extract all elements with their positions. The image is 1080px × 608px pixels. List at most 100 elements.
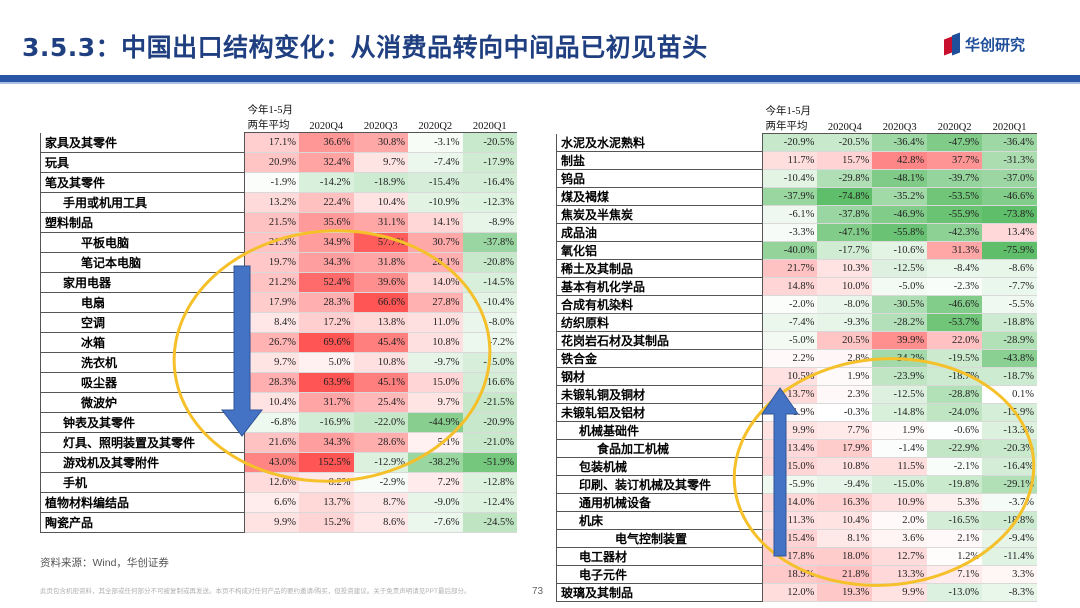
value-cell: 14.1%	[408, 212, 463, 233]
value-cell: -8.3%	[982, 583, 1037, 602]
value-cell: 22.4%	[299, 192, 354, 213]
value-cell: 21.7%	[762, 259, 818, 278]
value-cell: 13.4%	[762, 439, 818, 458]
disclaimer-text: 此页包含机密资料，其全部或任何部分不可被复制或再发送。本页不构成对任何产品的要约…	[40, 588, 471, 595]
value-cell: -5.9%	[762, 475, 818, 494]
value-cell: 27.8%	[408, 292, 463, 313]
table-row: 洗衣机 9.7% 5.0% 10.8% -9.7% -15.0%	[40, 352, 517, 373]
value-cell: 8.1%	[817, 529, 873, 548]
table-row: 包装机械 15.0% 10.8% 11.5% -2.1% -16.4%	[556, 457, 1037, 476]
table-row: 机械基础件 9.9% 7.7% 1.9% -0.6% -13.3%	[556, 421, 1037, 440]
row-label: 制盐	[556, 151, 763, 170]
value-cell: -34.2%	[872, 349, 928, 368]
column-header: 2020Q3	[353, 96, 408, 133]
page-number: 73	[532, 586, 544, 597]
value-cell: -20.5%	[817, 133, 873, 152]
table-row: 电子元件 18.9% 21.8% 13.3% 7.1% 3.3%	[556, 565, 1037, 584]
table-row: 稀土及其制品 21.7% 10.3% -12.5% -8.4% -8.6%	[556, 259, 1037, 278]
value-cell: 34.3%	[299, 252, 354, 273]
value-cell: -9.3%	[817, 313, 873, 332]
value-cell: -2.1%	[927, 457, 983, 476]
value-cell: 31.1%	[353, 212, 408, 233]
value-cell: 11.5%	[872, 457, 928, 476]
value-cell: 31.3%	[927, 241, 983, 260]
value-cell: -16.4%	[982, 457, 1037, 476]
table-row: 吸尘器 28.3% 63.9% 45.1% 15.0% -16.6%	[40, 372, 517, 393]
table-row: 手机 12.6% 8.2% -2.9% 7.2% -12.8%	[40, 472, 517, 493]
row-label: 植物材料编结品	[40, 492, 245, 513]
row-label: 陶瓷产品	[40, 512, 245, 533]
column-header: 2020Q3	[872, 97, 928, 134]
value-cell: -18.9%	[353, 172, 408, 193]
value-cell: -2.9%	[353, 472, 408, 493]
value-cell: -8.0%	[817, 295, 873, 314]
table-row: 成品油 -3.3% -47.1% -55.8% -42.3% 13.4%	[556, 223, 1037, 242]
table-row: 电扇 17.9% 28.3% 66.6% 27.8% -10.4%	[40, 292, 517, 313]
value-cell: 1.2%	[927, 547, 983, 566]
value-cell: -28.8%	[927, 385, 983, 404]
row-label: 水泥及水泥熟料	[556, 133, 763, 152]
row-label: 电扇	[40, 292, 245, 313]
value-cell: -1.4%	[872, 439, 928, 458]
value-cell: 15.0%	[408, 372, 463, 393]
value-cell: -75.9%	[982, 241, 1037, 260]
value-cell: -73.8%	[982, 205, 1037, 224]
value-cell: 16.3%	[817, 493, 873, 512]
value-cell: -55.9%	[927, 205, 983, 224]
row-label: 煤及褐煤	[556, 187, 763, 206]
row-label: 洗衣机	[40, 352, 245, 373]
row-label: 焦炭及半焦炭	[556, 205, 763, 224]
table-row: 微波炉 10.4% 31.7% 25.4% 9.7% -21.5%	[40, 392, 517, 413]
value-cell: -15.9%	[982, 403, 1037, 422]
value-cell: -12.5%	[872, 385, 928, 404]
row-label: 钟表及其零件	[40, 412, 245, 433]
row-label: 铁合金	[556, 349, 763, 368]
left-heatmap-table: 今年1-5月 两年平均 2020Q4 2020Q3 2020Q2 2020Q1 家具及其零件…	[40, 96, 517, 533]
value-cell: -16.9%	[299, 412, 354, 433]
row-label: 冰箱	[40, 332, 245, 353]
row-label: 平板电脑	[40, 232, 245, 253]
value-cell: -24.5%	[462, 512, 517, 533]
value-cell: -12.8%	[462, 472, 517, 493]
value-cell: 15.7%	[817, 151, 873, 170]
value-cell: 13.7%	[762, 385, 818, 404]
value-cell: 9.9%	[872, 583, 928, 602]
value-cell: -29.8%	[817, 169, 873, 188]
row-label: 钨品	[556, 169, 763, 188]
value-cell: 21.3%	[244, 232, 299, 253]
value-cell: -42.3%	[927, 223, 983, 242]
value-cell: 28.3%	[244, 372, 299, 393]
row-label: 电气控制装置	[556, 529, 763, 548]
value-cell: 3.3%	[982, 565, 1037, 584]
row-label: 基本有机化学品	[556, 277, 763, 296]
value-cell: 8.7%	[353, 492, 408, 513]
value-cell: -10.4%	[762, 169, 818, 188]
table-row: 焦炭及半焦炭 -6.1% -37.8% -46.9% -55.9% -73.8%	[556, 205, 1037, 224]
value-cell: -3.1%	[408, 132, 463, 153]
value-cell: -38.2%	[408, 452, 463, 473]
value-cell: 10.4%	[817, 511, 873, 530]
table-row: 游戏机及其零附件 43.0% 152.5% -12.9% -38.2% -51.9%	[40, 452, 517, 473]
value-cell: 15.0%	[762, 457, 818, 476]
value-cell: -16.5%	[927, 511, 983, 530]
value-cell: 21.5%	[244, 212, 299, 233]
value-cell: -6.1%	[762, 205, 818, 224]
value-cell: 10.8%	[353, 352, 408, 373]
value-cell: -39.7%	[927, 169, 983, 188]
row-label: 机械基础件	[556, 421, 763, 440]
row-label: 塑料制品	[40, 212, 245, 233]
row-label: 电工器材	[556, 547, 763, 566]
value-cell: -20.3%	[982, 439, 1037, 458]
value-cell: 14.0%	[762, 493, 818, 512]
value-cell: -55.8%	[872, 223, 928, 242]
value-cell: -20.9%	[762, 133, 818, 152]
column-header-label: 两年平均	[247, 120, 290, 131]
value-cell: 2.3%	[817, 385, 873, 404]
value-cell: -11.4%	[982, 547, 1037, 566]
value-cell: 2.2%	[762, 349, 818, 368]
value-cell: 18.9%	[762, 565, 818, 584]
value-cell: -1.9%	[244, 172, 299, 193]
row-label: 钢材	[556, 367, 763, 386]
value-cell: -18.7%	[927, 367, 983, 386]
row-label: 玩具	[40, 152, 245, 173]
